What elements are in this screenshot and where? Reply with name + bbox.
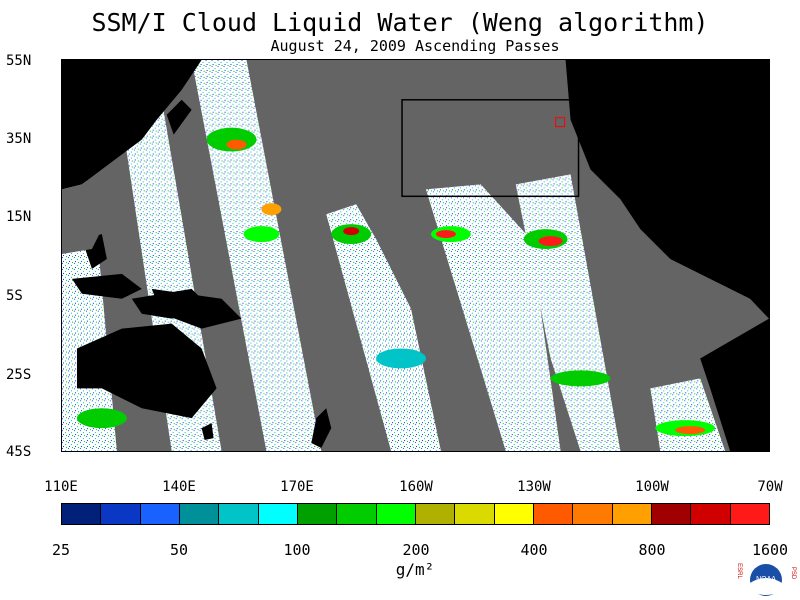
colorbar-swatch	[455, 504, 495, 524]
colorbar-tick-label: 1600	[751, 541, 789, 559]
lat-label-15n: 15N	[6, 209, 32, 225]
lon-label-100w: 100W	[635, 479, 669, 495]
colorbar-swatch	[573, 504, 613, 524]
units-label: g/m²	[395, 560, 435, 579]
cloud-patches	[76, 127, 716, 437]
map-title: SSM/I Cloud Liquid Water (Weng algorithm…	[91, 8, 709, 37]
colorbar-swatch	[376, 504, 416, 524]
land-masses	[62, 60, 769, 451]
colorbar-swatch	[337, 504, 377, 524]
lat-label-35n: 35N	[6, 131, 32, 147]
colorbar-swatch	[62, 504, 102, 524]
map-subtitle: August 24, 2009 Ascending Passes	[270, 37, 560, 55]
lat-label-45s: 45S	[6, 444, 32, 460]
lon-label-160w: 160W	[399, 479, 433, 495]
colorbar-swatch	[258, 504, 298, 524]
logo-right-text: PSD	[790, 567, 796, 580]
lon-label-110e: 110E	[44, 479, 78, 495]
colorbar-swatch	[730, 504, 769, 524]
lat-label-55n: 55N	[6, 53, 32, 69]
colorbar-swatch	[533, 504, 574, 524]
colorbar-swatch	[179, 504, 220, 524]
colorbar-swatch	[612, 504, 652, 524]
colorbar-swatch	[297, 504, 338, 524]
colorbar-tick-label: 800	[638, 541, 666, 559]
noaa-esrl-logo: NOAA ESRL PSD	[736, 563, 796, 596]
colorbar-swatch	[651, 504, 692, 524]
satellite-map	[61, 59, 770, 452]
logo-center-text: NOAA	[756, 576, 776, 583]
lat-label-25s: 25S	[6, 367, 32, 383]
colorbar-tick-label: 100	[283, 541, 311, 559]
colorbar-tick-label: 400	[520, 541, 548, 559]
colorbar-tick-label: 50	[169, 541, 189, 559]
colorbar-swatch	[494, 504, 534, 524]
lon-label-130w: 130W	[517, 479, 551, 495]
colorbar	[61, 503, 770, 525]
lon-label-70w: 70W	[757, 479, 783, 495]
lon-label-170e: 170E	[280, 479, 314, 495]
colorbar-swatch	[691, 504, 731, 524]
colorbar-swatch	[219, 504, 259, 524]
colorbar-swatch	[101, 504, 141, 524]
colorbar-swatch	[415, 504, 456, 524]
lat-label-5s: 5S	[6, 288, 23, 304]
colorbar-tick-label: 200	[402, 541, 430, 559]
lon-label-140e: 140E	[162, 479, 196, 495]
station-marker	[555, 117, 566, 128]
masked-land	[62, 154, 122, 255]
colorbar-tick-label: 25	[51, 541, 71, 559]
logo-left-text: ESRL	[736, 563, 742, 579]
region-box	[401, 99, 580, 198]
colorbar-swatch	[140, 504, 180, 524]
